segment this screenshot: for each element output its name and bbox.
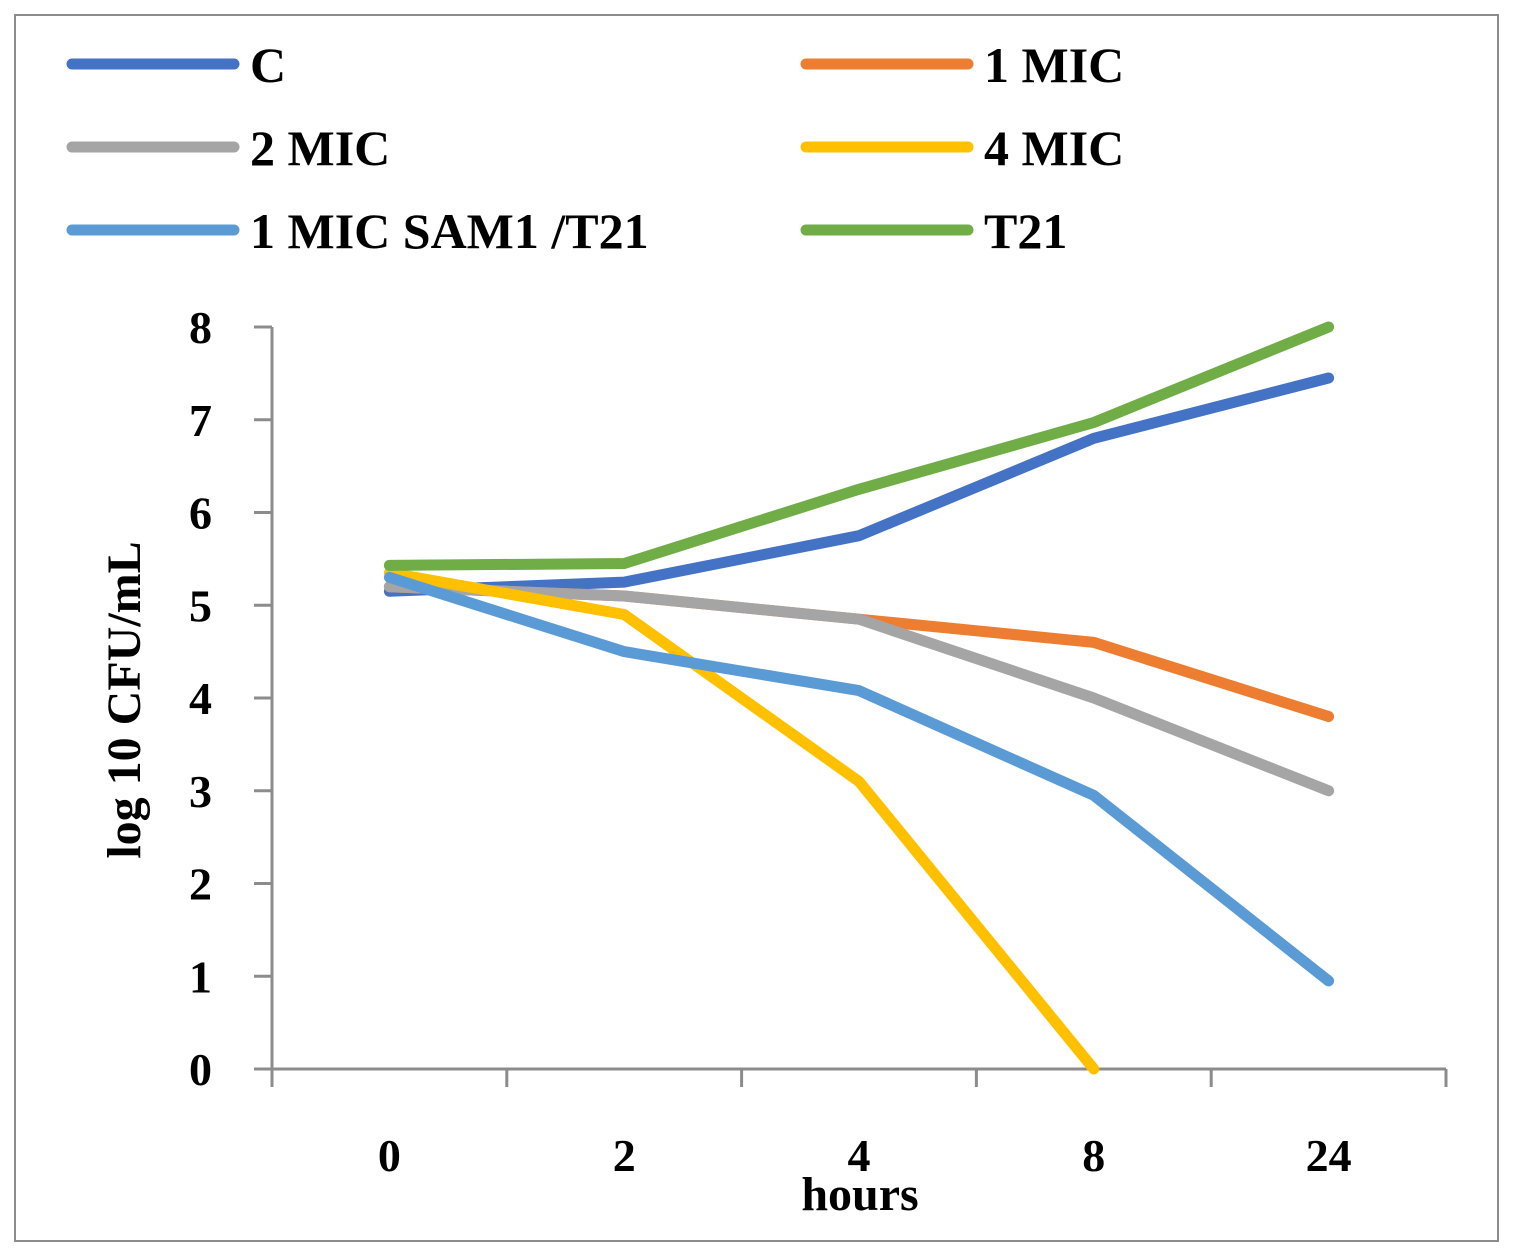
x-tick-label: 24 — [1306, 1130, 1352, 1181]
x-tick-label: 2 — [613, 1130, 636, 1181]
y-tick-label: 5 — [189, 580, 212, 631]
chart-frame — [14, 14, 1499, 1242]
y-tick-label: 3 — [189, 766, 212, 817]
x-axis-title: hours — [801, 1168, 918, 1221]
y-tick-label: 1 — [189, 951, 212, 1002]
legend-label-t21: T21 — [984, 203, 1067, 259]
series-line-t21 — [383, 321, 1335, 571]
series-line-4-mic — [383, 567, 1100, 1075]
y-tick-label: 8 — [189, 302, 212, 353]
legend-label-1-mic: 1 MIC — [984, 37, 1124, 93]
y-tick-label: 2 — [189, 859, 212, 910]
x-tick-label: 8 — [1082, 1130, 1105, 1181]
x-tick-label: 0 — [378, 1130, 401, 1181]
y-tick-label: 0 — [189, 1044, 212, 1095]
y-tick-label: 4 — [189, 673, 212, 724]
series-line-c — [383, 372, 1335, 597]
series-line-1-mic-sam1-t21 — [383, 571, 1335, 987]
series-lines — [383, 321, 1335, 1075]
y-tick-label: 6 — [189, 488, 212, 539]
series-line-2-mic — [383, 581, 1335, 797]
legend-label-c: C — [250, 37, 286, 93]
legend-label-4-mic: 4 MIC — [984, 120, 1124, 176]
legend-label-1-mic-sam1-t21: 1 MIC SAM1 /T21 — [250, 203, 649, 259]
y-axis-title: log 10 CFU/mL — [98, 541, 151, 858]
legend-label-2-mic: 2 MIC — [250, 120, 390, 176]
y-tick-label: 7 — [189, 395, 212, 446]
series-line-1-mic — [383, 581, 1335, 722]
legend: C 1 MIC 2 MIC 4 MIC 1 MIC SAM1 /T21 T21 — [66, 37, 1124, 259]
x-tick-label: 4 — [848, 1130, 871, 1181]
